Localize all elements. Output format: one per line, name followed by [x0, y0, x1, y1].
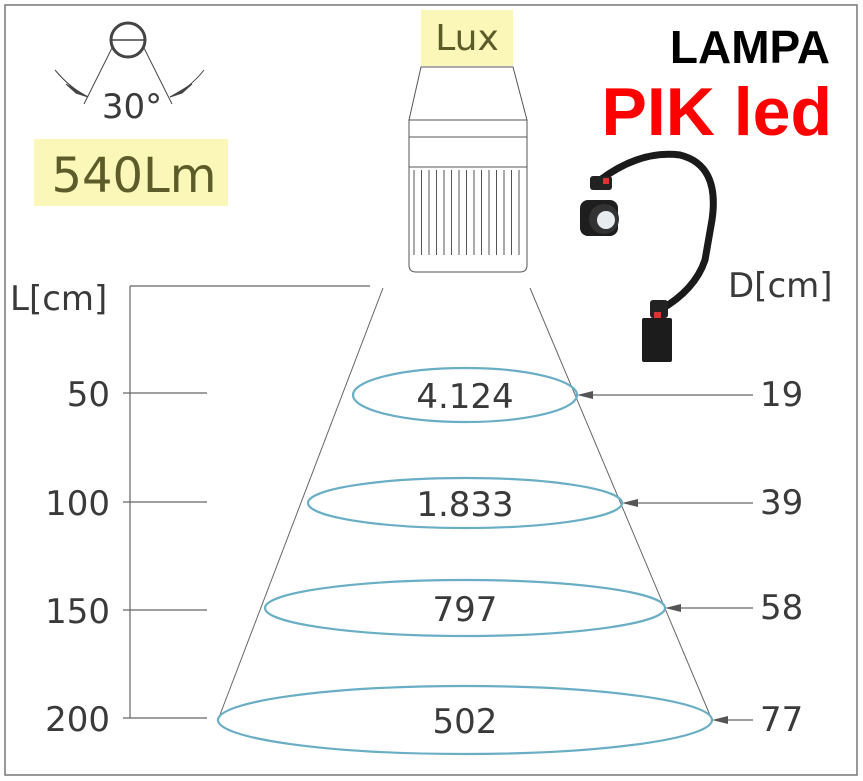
beam-angle-text: 30° — [102, 87, 162, 127]
flux-highlight — [34, 139, 228, 206]
lux-highlight — [421, 10, 513, 66]
diameter-label: 77 — [760, 700, 803, 740]
left-axis-label: L[cm] — [10, 279, 107, 319]
diameter-label: 58 — [760, 588, 803, 628]
arrow-left-icon — [665, 604, 681, 612]
lux-unit-label: Lux — [435, 18, 499, 59]
lux-value: 502 — [433, 702, 498, 742]
beam-angle-icon — [54, 21, 205, 105]
distance-label: 150 — [45, 592, 110, 632]
lux-value: 797 — [433, 590, 498, 630]
right-axis-label: D[cm] — [728, 266, 833, 306]
title-lampa: LAMPA — [670, 21, 830, 73]
arrow-left-icon — [712, 716, 728, 724]
arrow-left-icon — [622, 499, 638, 507]
distance-label: 100 — [45, 484, 110, 524]
lux-value: 4.124 — [416, 377, 513, 417]
luminous-flux-text: 540Lm — [51, 148, 216, 204]
distance-label: 200 — [45, 700, 110, 740]
distance-label: 50 — [67, 375, 110, 415]
lux-value: 1.833 — [416, 485, 513, 525]
diameter-label: 19 — [760, 375, 803, 415]
lamp-head-drawing — [408, 66, 528, 273]
title-pik-led: PIK led — [602, 74, 833, 150]
lamp-product-image — [580, 150, 717, 362]
arrow-left-icon — [577, 391, 593, 399]
frame — [4, 4, 858, 776]
diameter-label: 39 — [760, 483, 803, 523]
